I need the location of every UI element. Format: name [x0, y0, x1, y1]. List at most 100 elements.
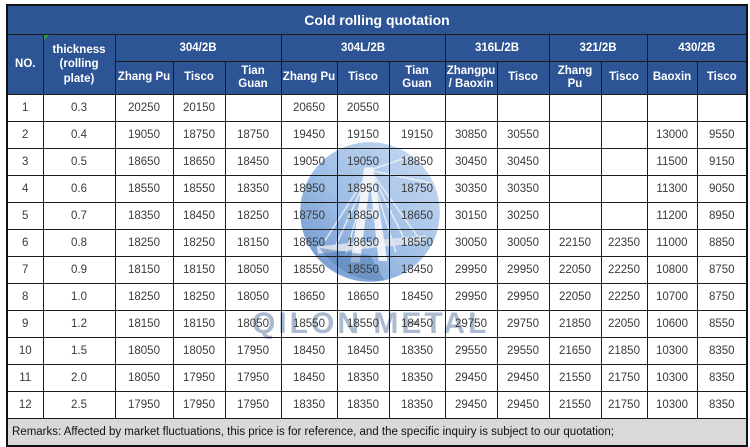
cell-price: [388, 94, 446, 122]
cell-price: 20550: [336, 94, 390, 122]
cell-price: 10800: [646, 256, 698, 284]
cell-price: [548, 202, 602, 230]
mill-header-baoxin: Baoxin: [646, 61, 698, 95]
grade-header-430-2b: 430/2B: [646, 34, 748, 62]
cell-price: [224, 94, 282, 122]
cell-price: 29450: [444, 391, 498, 419]
cell-price: 9550: [696, 121, 748, 149]
cell-price: 22350: [600, 229, 648, 257]
cell-thickness: 0.7: [42, 202, 116, 230]
mill-header-row: Zhang Pu Tisco Tian Guan Zhang Pu Tisco Tian …: [7, 61, 748, 95]
cell-price: 18750: [280, 202, 338, 230]
cell-price: [646, 94, 698, 122]
cell-price: 18450: [172, 202, 226, 230]
cell-price: 21750: [600, 364, 648, 392]
mill-header-tisco: Tisco: [172, 61, 226, 95]
cell-price: 20150: [172, 94, 226, 122]
cell-price: 8550: [696, 310, 748, 338]
cell-price: 18850: [388, 148, 446, 176]
table-row: 8 1.0 18250 18250 18050 18650 18650 18450 29950 2…: [6, 283, 748, 311]
cell-price: 10700: [646, 283, 698, 311]
cell-price: 11300: [646, 175, 698, 203]
cell-price: 30050: [496, 229, 550, 257]
table-row: 12 2.5 17950 17950 17950 18350 18350 18350 29450…: [6, 391, 748, 419]
cell-price: 18050: [172, 337, 226, 365]
grade-header-row: NO. thickness (rolling plate) 304/2B 304L…: [6, 34, 748, 95]
cell-price: 18350: [388, 391, 446, 419]
cell-row-number: 11: [6, 364, 44, 392]
cell-price: 18350: [280, 391, 338, 419]
cell-price: [548, 94, 602, 122]
cell-price: 8350: [696, 391, 748, 419]
cell-price: 30450: [444, 148, 498, 176]
title-row: Cold rolling quotation: [6, 4, 748, 35]
comment-flag-icon: [44, 35, 49, 40]
cell-price: 18250: [172, 229, 226, 257]
cell-price: 18750: [224, 121, 282, 149]
cell-price: 21750: [600, 391, 648, 419]
cell-price: 29550: [496, 337, 550, 365]
mill-header-tian-guan: Tian Guan: [388, 61, 446, 95]
cell-price: 11000: [646, 229, 698, 257]
cell-price: 18950: [336, 175, 390, 203]
cell-price: 18650: [172, 148, 226, 176]
cell-price: 22050: [548, 283, 602, 311]
cell-price: 20650: [280, 94, 338, 122]
cell-price: 22250: [600, 256, 648, 284]
cell-price: 29950: [496, 256, 550, 284]
cell-price: 8850: [696, 229, 748, 257]
cell-price: 10300: [646, 364, 698, 392]
col-header-thickness: thickness (rolling plate): [42, 34, 116, 95]
cell-price: 29950: [444, 283, 498, 311]
cell-price: 18250: [172, 283, 226, 311]
cell-thickness: 0.5: [42, 148, 116, 176]
cell-price: 30450: [496, 148, 550, 176]
cell-price: 17950: [114, 391, 174, 419]
cell-price: 8750: [696, 283, 748, 311]
cell-price: 22050: [600, 310, 648, 338]
cell-price: [696, 94, 748, 122]
cell-row-number: 12: [6, 391, 44, 419]
cell-price: 17950: [172, 391, 226, 419]
mill-header-tian-guan: Tian Guan: [224, 61, 282, 95]
cell-price: 30350: [444, 175, 498, 203]
cell-price: 22150: [548, 229, 602, 257]
cell-price: 13000: [646, 121, 698, 149]
cell-row-number: 1: [6, 94, 44, 122]
table-row: 1 0.3 20250 20150 20650 20550: [6, 94, 748, 122]
cell-thickness: 1.5: [42, 337, 116, 365]
grade-header-321-2b: 321/2B: [548, 34, 648, 62]
cell-price: 18350: [336, 391, 390, 419]
cell-price: 18450: [280, 364, 338, 392]
table-row: 10 1.5 18050 18050 17950 18450 18450 18350 29550…: [6, 337, 748, 365]
cell-row-number: 4: [6, 175, 44, 203]
cell-price: [600, 175, 648, 203]
price-table-body: 1 0.3 20250 20150 20650 20550 2 0.4 19050 18750 18…: [6, 94, 748, 419]
mill-header-tisco: Tisco: [496, 61, 550, 95]
cell-price: 18050: [224, 310, 282, 338]
cell-price: 10300: [646, 391, 698, 419]
cell-thickness: 2.0: [42, 364, 116, 392]
cell-price: 18550: [172, 175, 226, 203]
cell-price: 19050: [280, 148, 338, 176]
cell-price: 18550: [280, 310, 338, 338]
cell-price: [600, 121, 648, 149]
cell-price: 18450: [388, 256, 446, 284]
cell-price: 18250: [114, 283, 174, 311]
cell-price: 18550: [280, 256, 338, 284]
table-row: 7 0.9 18150 18150 18050 18550 18550 18450 29950 2…: [6, 256, 748, 284]
cell-price: 9150: [696, 148, 748, 176]
quotation-sheet: QILON METAL Cold rolling quotation NO. t…: [0, 4, 750, 447]
mill-header-tisco: Tisco: [600, 61, 648, 95]
mill-header-zhangpu-baoxin: Zhangpu / Baoxin: [444, 61, 498, 95]
cell-price: 10600: [646, 310, 698, 338]
cell-price: 18250: [114, 229, 174, 257]
cell-price: 11500: [646, 148, 698, 176]
cell-price: 10300: [646, 337, 698, 365]
cell-price: 17950: [224, 364, 282, 392]
cell-price: 29450: [496, 364, 550, 392]
quotation-table: Cold rolling quotation NO. thickness (ro…: [6, 4, 749, 447]
cell-price: 18650: [336, 283, 390, 311]
cell-price: 18550: [388, 229, 446, 257]
cell-price: 18450: [388, 283, 446, 311]
